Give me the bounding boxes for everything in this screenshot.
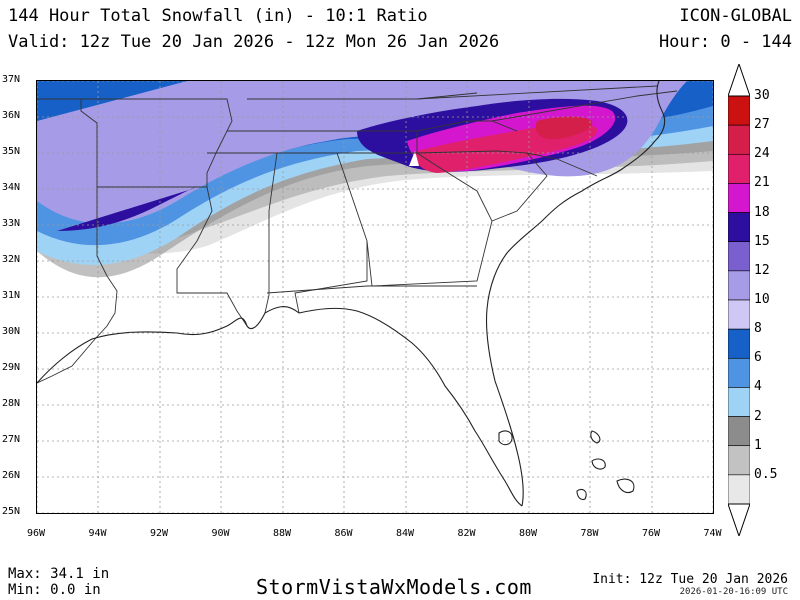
lat-label: 32N [2,254,21,265]
forecast-hours: Hour: 0 - 144 [658,32,792,52]
max-value: Max: 34.1 in [8,566,110,582]
lon-label: 74W [703,528,722,539]
lon-label: 88W [272,528,292,539]
lon-label: 80W [518,528,538,539]
colorbar-top-arrow [728,64,750,97]
lat-label: 35N [2,146,21,157]
lake-okeechobee [498,430,513,446]
louisiana-border [97,186,248,327]
lat-label: 36N [2,110,21,121]
colorbar-label: 18 [754,204,770,220]
snowfall-map [36,80,714,514]
colorbar-cell [728,241,750,272]
colorbar [728,64,750,536]
colorbar-label: 0.5 [754,466,778,482]
coastline [37,81,666,507]
north-carolina-border [416,90,678,177]
colorbar-cell [728,416,750,447]
lon-label: 84W [395,528,415,539]
lat-label: 37N [2,74,21,85]
south-carolina-border [416,150,548,222]
colorbar-label: 27 [754,117,770,133]
colorbar-cell [728,357,750,388]
bahamas-4 [590,430,601,444]
lon-label: 82W [457,528,476,539]
lon-label: 96W [26,528,46,539]
colorbar-label: 2 [754,408,762,424]
colorbar-cell [728,153,750,184]
colorbar-label: 30 [754,88,770,103]
brand-url: StormVistaWxModels.com [256,575,532,599]
colorbar-label: 10 [754,292,770,307]
colorbar-label: 6 [754,350,762,366]
colorbar-bottom-arrow [728,503,750,536]
colorbar-label: 12 [754,262,770,278]
lat-label: 26N [2,470,21,481]
lon-label: 94W [88,528,107,539]
gulf-coast [37,306,523,507]
colorbar-cell [728,270,750,301]
lon-label: 90W [211,528,230,539]
colorbar-cell [728,299,750,330]
lat-label: 25N [2,506,21,517]
colorbar-label: 15 [754,233,770,249]
colorbar-cell [728,124,750,155]
lat-label: 29N [2,362,21,373]
min-value: Min: 0.0 in [8,582,101,598]
snow-band-crimson [535,116,593,140]
mississippi-border [207,152,278,314]
chart-title: 144 Hour Total Snowfall (in) - 10:1 Rati… [8,6,428,26]
snowfall-core [37,81,687,231]
colorbar-cell [728,212,750,243]
lat-label: 28N [2,398,21,409]
lon-label: 86W [334,528,353,539]
init-time: Init: 12z Tue 20 Jan 2026 [592,572,788,587]
colorbar-label: 8 [754,321,762,337]
lat-label: 34N [2,182,21,193]
state-borders [37,85,678,384]
bahamas-2 [616,478,635,494]
bahamas-3 [576,488,587,501]
colorbar-cell [728,387,750,417]
lat-label: 27N [2,434,21,445]
lat-label: 30N [2,326,21,337]
lon-label: 76W [641,528,661,539]
colorbar-label: 21 [754,175,770,191]
florida-border [266,285,477,294]
valid-period: Valid: 12z Tue 20 Jan 2026 - 12z Mon 26 … [8,32,500,52]
bahamas-1 [591,458,606,470]
colorbar-label: 1 [754,437,762,453]
lon-label: 78W [580,528,599,539]
colorbar-cell [728,183,750,213]
alabama-border [277,152,368,314]
lon-label: 92W [149,528,169,539]
lat-label: 31N [2,290,21,301]
colorbar-label: 4 [754,379,762,395]
virginia-border [416,85,658,100]
colorbar-cell [728,474,750,505]
colorbar-cell [728,95,750,126]
colorbar-cell [728,445,750,476]
texas-border [37,99,118,384]
atlantic-coast [485,81,666,507]
georgia-border [337,152,493,287]
tennessee-border [227,120,518,132]
render-timestamp: 2026-01-20-16:09 UTC [679,587,788,597]
colorbar-label: 24 [754,146,770,162]
model-name: ICON-GLOBAL [679,6,792,26]
colorbar-cell [728,328,750,359]
snow-band-white-peak [409,151,419,166]
lat-label: 33N [2,218,21,229]
